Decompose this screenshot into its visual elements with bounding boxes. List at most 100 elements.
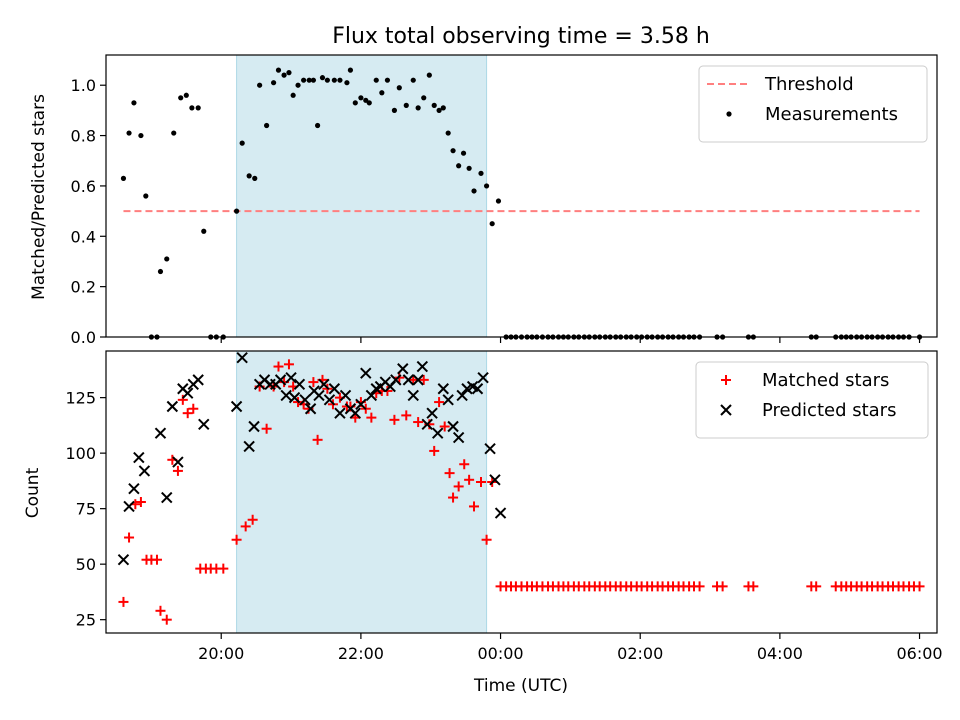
axes-frame	[105, 54, 938, 338]
predicted-star-point	[416, 360, 429, 373]
measurement-point	[396, 85, 402, 91]
predicted-star-point	[328, 383, 341, 395]
legend-label: Measurements	[765, 104, 898, 125]
predicted-star-point	[293, 378, 306, 391]
matched-star-point	[914, 581, 925, 592]
matched-star-point	[172, 465, 183, 476]
predicted-star-point	[323, 394, 336, 406]
marker-stroke	[471, 383, 484, 395]
y-tick-label: 1.0	[71, 76, 96, 95]
predicted-star-point	[230, 400, 243, 413]
marker-stroke	[334, 407, 346, 419]
marker-stroke	[288, 391, 301, 404]
predicted-star-point	[192, 374, 204, 386]
marker-stroke	[172, 456, 184, 468]
marker-stroke	[318, 378, 330, 391]
marker-stroke	[466, 380, 479, 393]
measurement-point	[495, 198, 502, 204]
predicted-star-point	[426, 407, 438, 419]
marker-stroke	[402, 374, 415, 386]
matched-star-point	[748, 581, 759, 592]
x-tick-label: 20:00	[198, 644, 244, 663]
predicted-star-point	[484, 442, 496, 455]
marker-stroke	[328, 383, 341, 395]
matched-star-point	[418, 374, 429, 385]
predicted-star-point	[431, 427, 444, 439]
marker-stroke	[304, 403, 317, 415]
measurement-point	[391, 107, 398, 113]
matched-star-point	[312, 434, 323, 445]
matched-star-point	[188, 403, 199, 414]
legend-label: Matched stars	[762, 370, 889, 391]
predicted-star-point	[489, 474, 501, 486]
marker-stroke	[198, 418, 210, 430]
measurement-point	[456, 163, 462, 169]
measurement-point	[264, 122, 270, 129]
measurement-point	[195, 105, 201, 111]
matched-star-point	[448, 492, 459, 503]
matched-star-point	[408, 374, 419, 385]
predicted-star-point	[447, 420, 459, 433]
measurement-point	[324, 77, 330, 83]
predicted-star-point	[334, 407, 346, 419]
measurement-point	[421, 95, 427, 101]
marker-stroke	[117, 554, 130, 566]
matched-star-point	[413, 417, 424, 428]
predicted-star-point	[274, 374, 287, 386]
x-tick-label: 04:00	[757, 644, 803, 663]
predicted-star-point	[133, 451, 145, 464]
predicted-star-point	[349, 407, 362, 419]
predicted-star-point	[313, 389, 325, 402]
measurement-point	[450, 148, 456, 154]
matched-star-point	[389, 414, 400, 425]
matched-star-point	[231, 534, 242, 545]
matched-star-point	[444, 468, 455, 479]
legend-label: Threshold	[764, 74, 854, 95]
measurement-point	[478, 170, 484, 176]
predicted-star-point	[198, 418, 210, 430]
marker-stroke	[412, 374, 424, 386]
y-tick-label: 125	[65, 389, 96, 408]
marker-stroke	[456, 389, 468, 402]
axes-frame	[105, 350, 938, 634]
marker-stroke	[299, 394, 311, 406]
marker-stroke	[431, 427, 444, 439]
count-axis-label: Count	[23, 467, 43, 518]
matched-star-point	[182, 408, 193, 419]
marker-stroke	[154, 427, 167, 439]
matched-star-point	[261, 423, 272, 434]
predicted-star-point	[117, 554, 130, 566]
marker-stroke	[442, 394, 454, 406]
measurement-point	[239, 140, 245, 146]
measurement-point	[344, 80, 350, 86]
marker-stroke	[416, 360, 429, 373]
ratio-panel: 0.0 0.2 0.4 0.6 0.8 1.0 Threshold Measurements	[71, 54, 938, 347]
measurement-point	[331, 77, 337, 83]
marker-stroke	[166, 400, 179, 413]
marker-stroke	[138, 465, 151, 477]
predicted-star-point	[421, 418, 433, 430]
predicted-star-point	[339, 389, 352, 402]
measurement-point	[366, 100, 372, 106]
marker-stroke	[390, 374, 402, 386]
measurement-point	[252, 175, 258, 181]
marker-stroke	[397, 363, 409, 375]
x-tick-label: 00:00	[477, 644, 523, 663]
predicted-star-point	[138, 465, 151, 477]
matched-star-point	[240, 521, 251, 532]
marker-stroke	[365, 389, 378, 402]
matched-star-point	[118, 596, 129, 607]
measurement-point	[445, 130, 451, 136]
y-tick-label: 0.4	[71, 227, 96, 246]
matched-star-point	[273, 361, 284, 372]
measurement-point	[120, 175, 127, 181]
x-tick-label: 22:00	[338, 644, 384, 663]
measurement-point	[164, 256, 170, 262]
measurement-point	[310, 77, 317, 83]
marker-stroke	[323, 394, 336, 406]
predicted-star-point	[390, 374, 402, 386]
legend-box	[695, 361, 929, 439]
marker-stroke	[258, 374, 271, 386]
measurement-point	[246, 173, 252, 179]
predicted-star-point	[154, 427, 167, 439]
